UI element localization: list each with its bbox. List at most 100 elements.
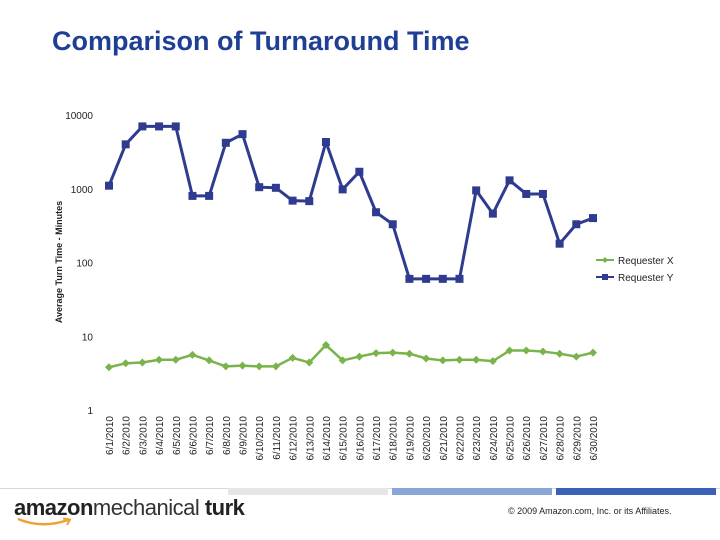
data-point-requester-x xyxy=(271,362,280,371)
data-point-requester-x xyxy=(138,358,147,367)
data-point-requester-x xyxy=(572,352,581,361)
data-point-requester-x xyxy=(255,362,264,371)
data-point-requester-y xyxy=(438,274,447,283)
x-tick-label: 6/22/2010 xyxy=(455,416,466,461)
data-point-requester-y xyxy=(355,167,364,176)
x-tick-label: 6/27/2010 xyxy=(539,416,550,461)
x-tick-label: 6/30/2010 xyxy=(589,416,600,461)
y-tick-label: 10 xyxy=(82,332,94,343)
data-point-requester-x xyxy=(388,348,397,357)
data-point-requester-x xyxy=(455,355,464,364)
data-point-requester-x xyxy=(238,361,247,370)
data-point-requester-x xyxy=(221,362,230,371)
x-tick-label: 6/21/2010 xyxy=(439,416,450,461)
data-point-requester-x xyxy=(555,349,564,358)
amazon-smile-icon xyxy=(17,517,72,526)
x-tick-label: 6/17/2010 xyxy=(372,416,383,461)
x-tick-label: 6/1/2010 xyxy=(105,416,116,455)
data-point-requester-y xyxy=(221,138,230,147)
data-point-requester-y xyxy=(338,185,347,194)
data-point-requester-y xyxy=(188,191,197,200)
x-tick-label: 6/11/2010 xyxy=(272,416,283,460)
logo-amazon: amazon xyxy=(14,495,93,520)
data-point-requester-y xyxy=(572,220,581,229)
data-point-requester-y xyxy=(305,197,314,206)
data-point-requester-x xyxy=(472,355,481,364)
logo-mechanical: mechanical xyxy=(92,495,205,520)
x-tick-label: 6/19/2010 xyxy=(405,416,416,461)
data-point-requester-x xyxy=(205,356,214,365)
y-tick-label: 1 xyxy=(87,406,93,417)
x-tick-label: 6/13/2010 xyxy=(305,416,316,461)
data-point-requester-y xyxy=(472,186,481,195)
x-tick-label: 6/28/2010 xyxy=(556,416,567,461)
y-axis-label: Average Turn Time - Minutes xyxy=(54,201,64,323)
x-tick-label: 6/23/2010 xyxy=(472,416,483,461)
data-point-requester-y xyxy=(121,140,130,149)
data-point-requester-x xyxy=(338,356,347,365)
footer-bar-1 xyxy=(228,488,388,495)
data-point-requester-y xyxy=(589,214,597,223)
x-tick-label: 6/20/2010 xyxy=(422,416,433,461)
x-tick-label: 6/29/2010 xyxy=(572,416,583,461)
x-tick-label: 6/2/2010 xyxy=(122,416,133,455)
x-tick-label: 6/15/2010 xyxy=(339,416,350,461)
x-tick-label: 6/9/2010 xyxy=(239,416,250,455)
footer-bar-3 xyxy=(556,488,716,495)
copyright-text: © 2009 Amazon.com, Inc. or its Affiliate… xyxy=(508,506,672,516)
logo-turk: turk xyxy=(204,495,245,520)
data-point-requester-x xyxy=(121,359,130,368)
data-point-requester-x xyxy=(321,341,330,350)
data-point-requester-x xyxy=(305,358,314,367)
turnaround-line-chart: 10000 1000 100 10 1 Average Turn Time - Minut… xyxy=(54,111,674,461)
data-point-requester-x xyxy=(438,356,447,365)
data-point-requester-y xyxy=(271,183,280,192)
data-point-requester-y xyxy=(205,191,214,200)
data-point-requester-y xyxy=(538,189,547,198)
series-line-requester-x xyxy=(108,343,594,369)
footer-accent-bars xyxy=(228,488,716,495)
data-point-requester-y xyxy=(505,176,514,185)
data-point-requester-y xyxy=(555,239,564,248)
data-point-requester-y xyxy=(288,196,297,205)
data-point-requester-x xyxy=(171,355,180,364)
x-tick-label: 6/4/2010 xyxy=(155,416,166,455)
data-point-requester-x xyxy=(355,352,364,361)
data-point-requester-x xyxy=(105,363,113,372)
x-tick-label: 6/14/2010 xyxy=(322,416,333,461)
x-tick-label: 6/6/2010 xyxy=(188,416,199,455)
legend-label: Requester Y xyxy=(618,273,674,284)
data-point-requester-x xyxy=(522,346,531,355)
y-tick-label: 1000 xyxy=(71,185,94,196)
data-point-requester-y xyxy=(155,122,164,131)
data-point-requester-y xyxy=(522,189,531,198)
x-tick-label: 6/3/2010 xyxy=(138,416,149,455)
data-point-requester-x xyxy=(405,349,414,358)
data-point-requester-y xyxy=(105,181,113,190)
x-tick-label: 6/5/2010 xyxy=(172,416,183,455)
x-tick-label: 6/7/2010 xyxy=(205,416,216,455)
x-tick-label: 6/18/2010 xyxy=(389,416,400,461)
data-point-requester-x xyxy=(188,350,197,359)
x-tick-label: 6/25/2010 xyxy=(506,416,517,461)
data-point-requester-x xyxy=(155,355,164,364)
data-point-requester-y xyxy=(388,220,397,229)
legend-marker xyxy=(602,257,608,263)
x-tick-label: 6/10/2010 xyxy=(255,416,266,461)
data-point-requester-y xyxy=(488,209,497,218)
amazon-mechanical-turk-logo: amazonmechanical turk xyxy=(14,495,245,521)
data-point-requester-y xyxy=(422,274,431,283)
data-point-requester-x xyxy=(422,354,431,363)
data-point-requester-x xyxy=(488,357,497,366)
data-point-requester-x xyxy=(589,348,597,357)
x-tick-label: 6/26/2010 xyxy=(522,416,533,461)
data-point-requester-y xyxy=(238,130,247,139)
data-point-requester-x xyxy=(372,349,381,358)
data-point-requester-y xyxy=(372,208,381,217)
y-tick-label: 100 xyxy=(76,259,93,270)
data-point-requester-y xyxy=(255,183,264,192)
x-tick-label: 6/24/2010 xyxy=(489,416,500,461)
data-point-requester-y xyxy=(138,122,147,131)
series-line-requester-y xyxy=(107,124,594,281)
data-point-requester-x xyxy=(288,353,297,362)
